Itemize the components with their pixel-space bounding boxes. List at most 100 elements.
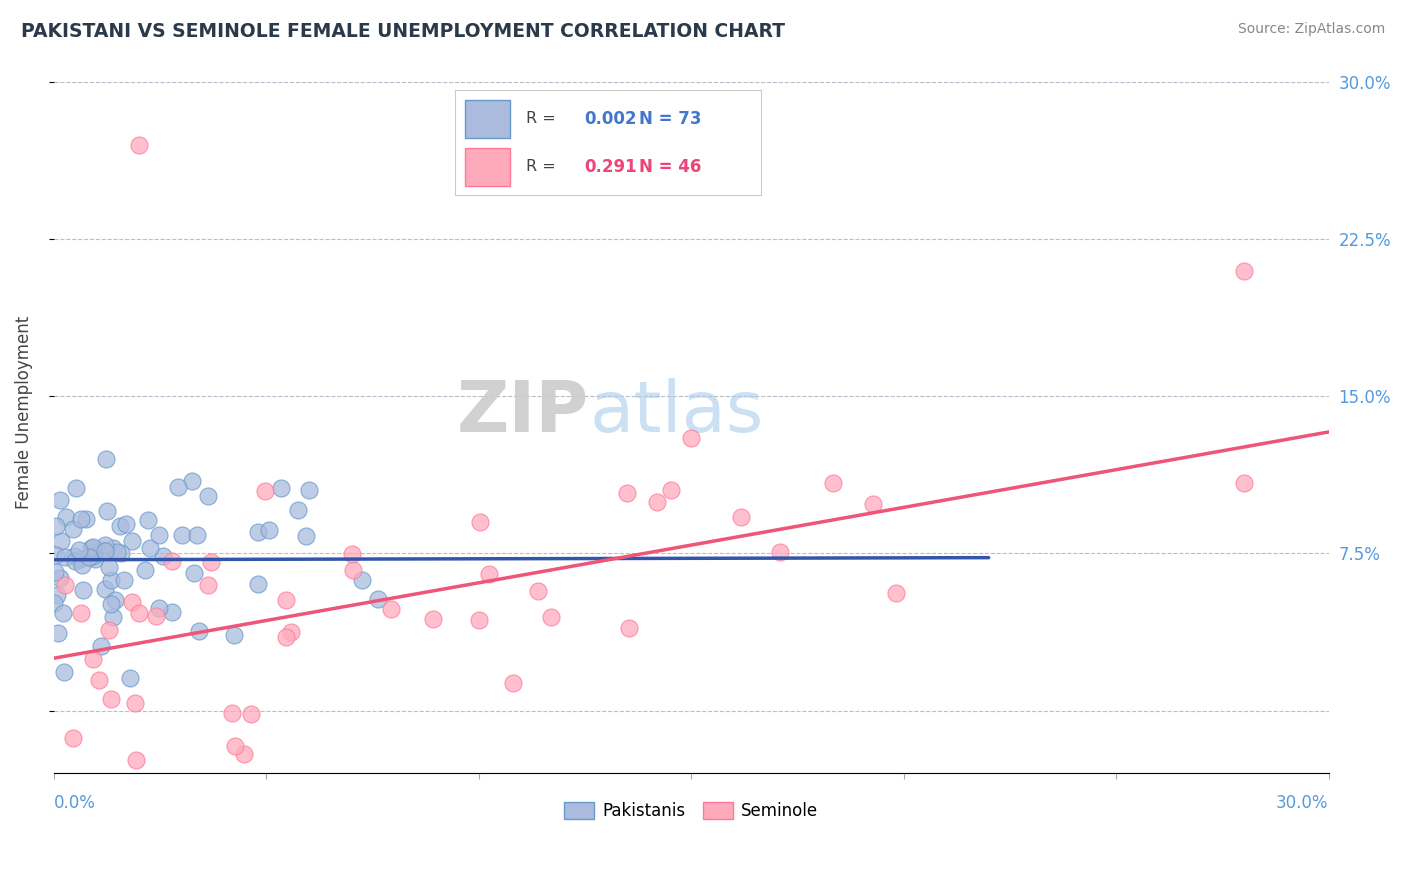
Point (63, 549, 86, 563)
Point (110, 546, 132, 560)
Point (82, 545, 104, 559)
Point (139, 541, 162, 556)
Point (69, 551, 91, 566)
Point (80, 541, 103, 555)
Point (128, 138, 150, 153)
Point (82, 652, 104, 666)
Legend: Pakistanis, Seminole: Pakistanis, Seminole (558, 795, 825, 827)
Point (90, 639, 112, 653)
Point (98, 560, 121, 574)
Text: Source: ZipAtlas.com: Source: ZipAtlas.com (1237, 22, 1385, 37)
Point (232, 747, 254, 761)
Point (45, 518, 67, 533)
Point (186, 527, 208, 541)
Point (259, 523, 281, 537)
Point (730, 510, 752, 524)
Point (470, 515, 492, 529)
Point (121, 595, 143, 609)
Point (94, 452, 117, 467)
Point (367, 591, 389, 606)
Point (274, 592, 297, 607)
Point (87, 673, 110, 688)
Point (104, 593, 127, 607)
Point (65, 481, 87, 495)
Point (152, 549, 174, 564)
Point (100, 597, 122, 611)
Point (221, 706, 243, 720)
Point (280, 625, 302, 640)
Point (72, 582, 94, 597)
Point (44, 596, 66, 610)
Point (527, 584, 550, 599)
Point (118, 671, 141, 685)
Point (769, 545, 792, 559)
Point (294, 528, 316, 542)
Text: 0.0%: 0.0% (53, 795, 96, 813)
Point (1233, 263, 1256, 277)
Point (616, 485, 638, 500)
Point (128, 606, 150, 620)
Point (468, 613, 491, 627)
Point (422, 612, 444, 626)
Point (52, 607, 75, 621)
Point (96, 504, 118, 518)
Point (94, 582, 117, 597)
Point (108, 518, 131, 533)
Point (821, 475, 844, 490)
Point (101, 609, 124, 624)
Point (69, 543, 91, 558)
Point (172, 528, 194, 542)
Point (121, 533, 143, 548)
Text: atlas: atlas (589, 377, 763, 447)
Point (181, 474, 204, 488)
Point (46, 625, 69, 640)
Point (478, 566, 501, 581)
Point (200, 555, 222, 569)
Point (97, 623, 120, 637)
Point (187, 624, 209, 638)
Point (124, 696, 146, 710)
Point (183, 566, 205, 580)
Point (160, 605, 183, 619)
Point (72, 558, 94, 573)
Point (659, 483, 682, 497)
Point (45, 549, 67, 563)
Point (502, 675, 524, 690)
Point (380, 602, 402, 616)
Point (53, 665, 76, 679)
Point (645, 494, 668, 508)
Point (148, 601, 170, 615)
Point (45, 588, 67, 602)
Point (681, 431, 703, 445)
Point (79, 549, 101, 564)
Point (145, 608, 167, 623)
Point (83, 552, 105, 566)
Point (340, 548, 363, 562)
Point (167, 480, 190, 494)
Point (100, 573, 122, 587)
Point (105, 545, 128, 559)
Point (162, 553, 184, 567)
Point (246, 525, 269, 540)
Point (1233, 476, 1256, 491)
Y-axis label: Female Unemployment: Female Unemployment (15, 316, 32, 508)
Point (75, 512, 97, 526)
Point (70, 512, 93, 526)
Text: PAKISTANI VS SEMINOLE FEMALE UNEMPLOYMENT CORRELATION CHART: PAKISTANI VS SEMINOLE FEMALE UNEMPLOYMEN… (21, 22, 785, 41)
Point (884, 586, 907, 600)
Point (69, 607, 91, 621)
Point (125, 753, 148, 767)
Point (197, 578, 219, 592)
Point (82, 540, 104, 554)
Point (247, 577, 270, 591)
Point (276, 630, 298, 644)
Point (148, 528, 170, 542)
Point (350, 573, 373, 587)
Point (134, 563, 156, 577)
Point (115, 516, 138, 531)
Point (239, 706, 262, 721)
Point (540, 610, 562, 624)
Point (49, 533, 72, 548)
Point (53, 578, 76, 592)
Point (862, 496, 884, 510)
